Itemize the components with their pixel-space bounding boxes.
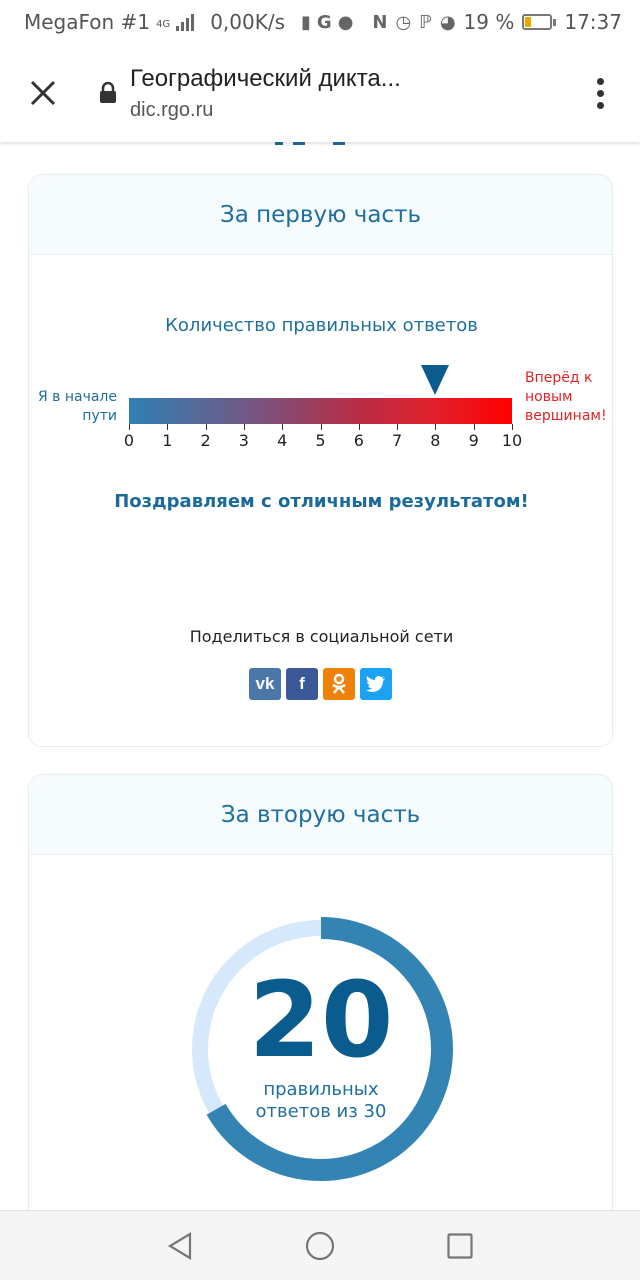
odnoklassniki-icon (332, 673, 346, 694)
chart-caption: Количество правильных ответов (165, 315, 478, 336)
message-icon: ● (337, 11, 354, 33)
scale-tick-label: 0 (123, 431, 135, 450)
scale-tick-label: 4 (277, 431, 288, 450)
scale-tick (320, 424, 322, 430)
network-type: 4G (156, 19, 171, 30)
vk-share-button[interactable]: vk (249, 668, 281, 700)
scale-left-label: Я в начале пути (37, 389, 117, 424)
back-button[interactable] (160, 1226, 200, 1266)
scale-tick-label: 2 (200, 431, 211, 450)
battery-saver-icon: ▮ (301, 11, 311, 33)
scale-ticks (129, 424, 513, 430)
page-url[interactable]: dic.rgo.ru (130, 98, 214, 121)
score-scale: Я в начале пути 0 1 2 3 4 5 6 7 8 9 10 Вперёд к но… (29, 355, 612, 465)
vk-icon: vk (255, 674, 275, 693)
twitter-icon (366, 676, 385, 692)
recents-icon (447, 1232, 473, 1259)
network-speed: 0,00K/s (210, 10, 285, 34)
browser-toolbar: Географический дикта... dic.rgo.ru (0, 44, 640, 142)
share-label: Поделиться в социальной сети (189, 627, 454, 646)
part2-heading: За вторую часть (29, 775, 612, 855)
part2-card: За вторую часть 20 правильных ответов из… (28, 774, 613, 1210)
social-share-buttons: vk f (249, 668, 392, 700)
clock: 17:37 (564, 10, 622, 34)
battery-icon (522, 14, 557, 30)
scale-tick (282, 424, 284, 430)
system-nav-bar (0, 1210, 640, 1280)
scale-tick (512, 424, 513, 430)
page-content: За первую часть Количество правильных от… (0, 142, 640, 1210)
scale-tick-label: 8 (430, 431, 441, 450)
close-tab-button[interactable] (0, 44, 86, 142)
heading-fragment (275, 142, 345, 145)
score-marker (421, 365, 450, 395)
facebook-share-button[interactable]: f (286, 668, 318, 700)
scale-tick-label: 7 (392, 431, 403, 450)
scale-tick (205, 424, 207, 430)
scale-tick-label: 6 (353, 431, 364, 450)
score-donut: 20 правильных ответов из 30 (187, 915, 455, 1183)
scale-tick-label: 9 (468, 431, 479, 450)
twitter-share-button[interactable] (360, 668, 392, 700)
google-icon: G (316, 11, 332, 33)
nfc-icon: N (372, 11, 388, 33)
scale-tick-label: 10 (501, 431, 523, 450)
part1-card: За первую часть Количество правильных от… (28, 174, 613, 747)
scale-tick (167, 424, 169, 430)
scale-tick (243, 424, 245, 430)
scale-tick-label: 5 (315, 431, 326, 450)
donut-caption-line1: правильных (263, 1079, 379, 1100)
result-message: Поздравляем с отличным результатом! (114, 491, 529, 512)
alarm-icon: ◷ (395, 11, 412, 33)
recents-button[interactable] (440, 1226, 480, 1266)
donut-caption-line2: ответов из 30 (255, 1101, 387, 1122)
lock-icon (86, 82, 130, 104)
scale-tick (358, 424, 360, 430)
carrier-name: MegaFon #1 (24, 10, 151, 34)
scale-gradient-bar (129, 398, 512, 424)
menu-dot-icon (596, 89, 604, 97)
scale-right-label: Вперёд к новым вершинам! (525, 370, 607, 424)
home-icon (305, 1231, 335, 1260)
back-icon (167, 1231, 192, 1260)
scale-tick (473, 424, 475, 430)
page-title: Географический дикта... (130, 64, 401, 92)
odnoklassniki-share-button[interactable] (323, 668, 355, 700)
menu-dot-icon (596, 77, 604, 85)
scale-tick-label: 3 (238, 431, 249, 450)
scale-tick (129, 424, 130, 430)
speedometer-icon: ◕ (439, 11, 456, 33)
home-button[interactable] (300, 1226, 340, 1266)
more-options-button[interactable] (560, 44, 640, 142)
scale-tick-labels: 0 1 2 3 4 5 6 7 8 9 10 (124, 431, 522, 451)
facebook-icon: f (299, 674, 305, 693)
scale-tick-label: 1 (162, 431, 173, 450)
donut-value: 20 (248, 959, 394, 1081)
close-icon (30, 80, 56, 106)
bluetooth-icon: ℙ (419, 11, 432, 33)
menu-dot-icon (596, 101, 604, 109)
scale-tick (397, 424, 399, 430)
scale-tick (435, 424, 437, 430)
donut-value-arc (189, 917, 453, 1181)
donut-caption: правильных ответов из 30 (187, 1079, 455, 1123)
battery-percent: 19 % (463, 10, 515, 34)
signal-icon (176, 13, 195, 31)
status-bar: MegaFon #1 4G 0,00K/s ▮ G ● N ◷ ℙ ◕ 19 %… (0, 0, 640, 44)
part1-heading: За первую часть (29, 175, 612, 255)
